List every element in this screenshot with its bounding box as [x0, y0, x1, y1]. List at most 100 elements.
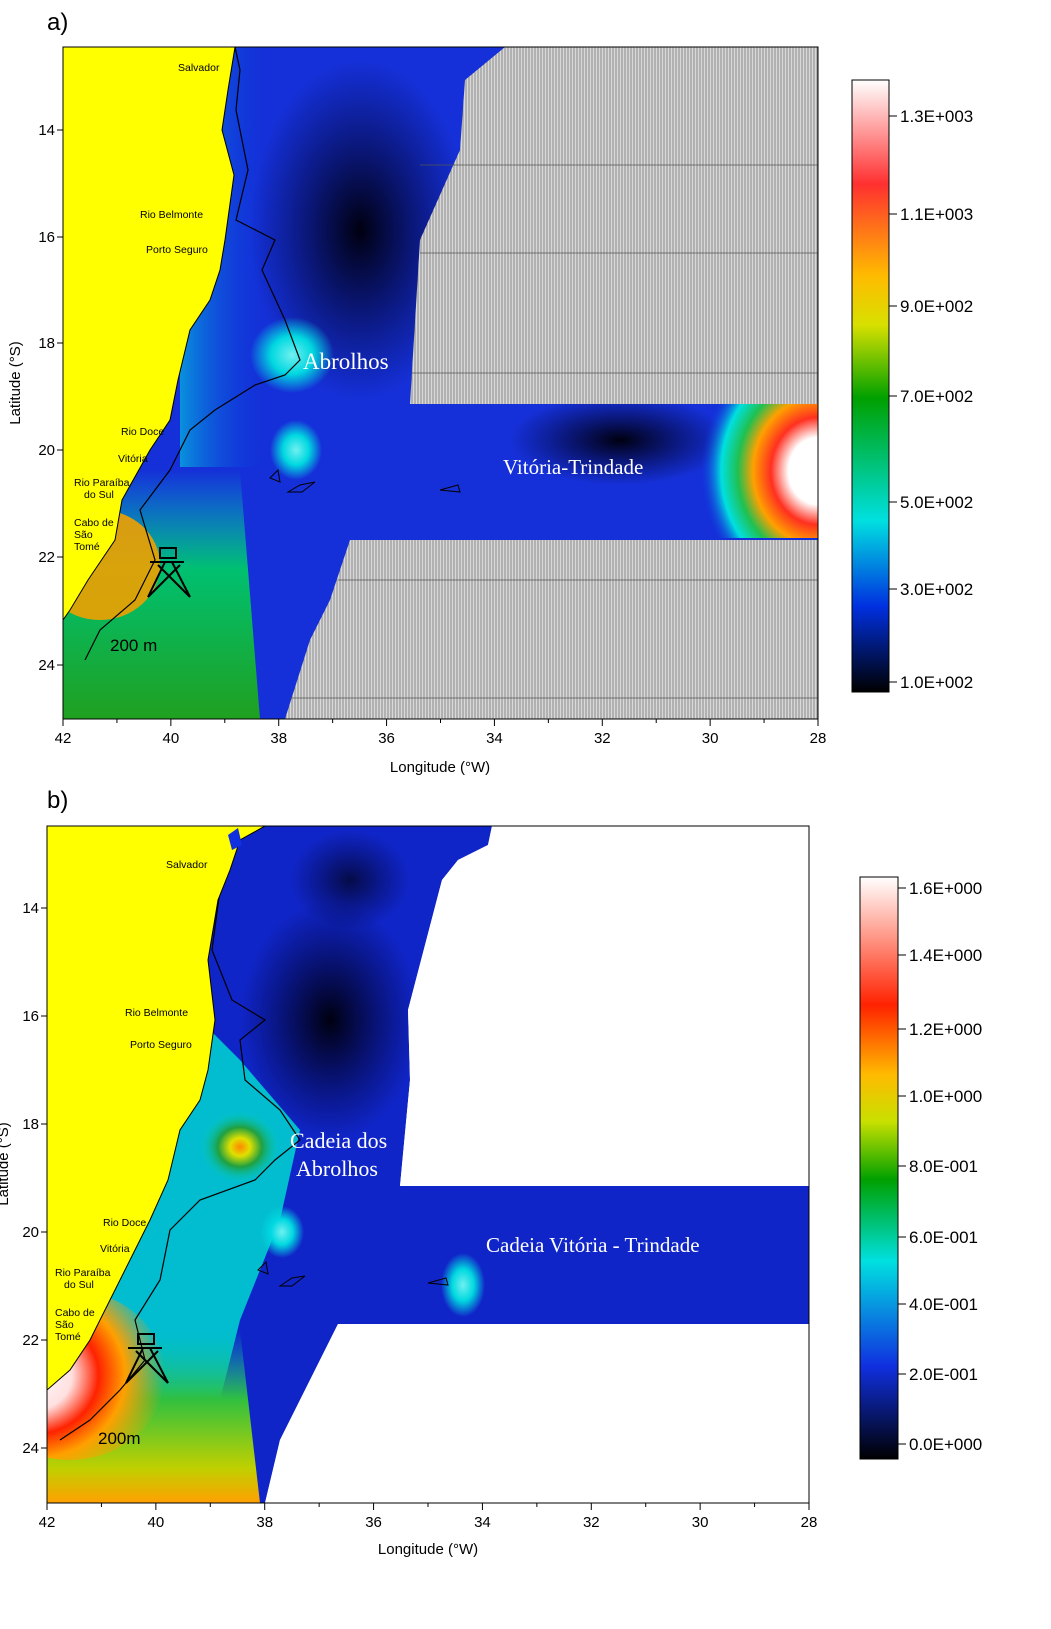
- x-tick-label: 30: [702, 730, 719, 747]
- colorbar-tick-label: 5.0E+002: [900, 493, 973, 512]
- panel-label-b: b): [47, 787, 68, 814]
- y-tick-label: 18: [38, 335, 55, 352]
- abrolhos-spot-b: [200, 1111, 280, 1183]
- colorbar-tick-label: 7.0E+002: [900, 387, 973, 406]
- x-tick-label: 38: [256, 1514, 273, 1531]
- colorbar-tick-label: 1.1E+003: [900, 205, 973, 224]
- y-tick-label: 20: [38, 442, 55, 459]
- place-sao-a: São: [74, 529, 93, 541]
- y-axis-b: 14 16 18 20 22 24: [22, 900, 47, 1457]
- place-cabo-de-b: Cabo de: [55, 1307, 95, 1319]
- place-rio-belmonte-b: Rio Belmonte: [125, 1007, 188, 1019]
- place-do-sul-b: do Sul: [64, 1279, 94, 1291]
- x-tick-label: 40: [148, 1514, 165, 1531]
- feature-abrolhos-b: Abrolhos: [296, 1156, 378, 1181]
- place-rio-paraiba-a: Rio Paraíba: [74, 477, 130, 489]
- colorbar-b: [859, 876, 899, 1460]
- y-tick-label: 16: [22, 1008, 39, 1025]
- spot-b3: [441, 1253, 485, 1317]
- y-tick-label: 14: [22, 900, 39, 917]
- y-axis-label-a: Latitude (°S): [7, 341, 24, 425]
- panel-label-a: a): [47, 9, 68, 36]
- x-tick-label: 34: [486, 730, 503, 747]
- abrolhos-spot-a: [250, 317, 334, 393]
- colorbar-tick-label: 1.0E+002: [900, 673, 973, 692]
- isobath-label-b: 200m: [98, 1429, 141, 1448]
- colorbar-tick-label: 0.0E+000: [909, 1435, 982, 1454]
- x-axis-a: 42 40 38 36 34 32 30 28: [55, 719, 826, 747]
- x-tick-label: 38: [270, 730, 287, 747]
- no-data-south-a: [285, 540, 818, 719]
- map-b: Salvador Rio Belmonte Porto Seguro Rio D…: [47, 826, 809, 1503]
- y-tick-label: 22: [38, 549, 55, 566]
- place-tome-b: Tomé: [55, 1331, 81, 1343]
- x-tick-label: 36: [365, 1514, 382, 1531]
- dark-core-a: [250, 60, 470, 400]
- colorbar-tick-label: 8.0E-001: [909, 1157, 978, 1176]
- no-data-north-a: [410, 47, 818, 404]
- colorbar-tick-label: 4.0E-001: [909, 1295, 978, 1314]
- colorbar-tick-label: 1.4E+000: [909, 946, 982, 965]
- colorbar-tick-label: 2.0E-001: [909, 1365, 978, 1384]
- place-rio-doce-a: Rio Doce: [121, 426, 164, 438]
- land-b: [47, 826, 267, 1391]
- colorbar-a: [851, 79, 890, 693]
- no-data-north-b: [400, 826, 809, 1186]
- spot-b2: [260, 1206, 304, 1258]
- feature-vitoria-trindade-b: Cadeia Vitória - Trindade: [486, 1233, 700, 1257]
- platform-icon-b: [125, 1333, 169, 1384]
- feature-abrolhos-a: Abrolhos: [303, 349, 389, 374]
- x-axis-label-b: Longitude (°W): [378, 1541, 478, 1558]
- place-salvador-b: Salvador: [166, 859, 208, 871]
- y-tick-label: 18: [22, 1116, 39, 1133]
- y-axis-a: 14 16 18 20 22 24: [38, 122, 63, 674]
- colorbar-tick-label: 3.0E+002: [900, 580, 973, 599]
- isobath-label-a: 200 m: [110, 636, 157, 655]
- place-rio-belmonte-a: Rio Belmonte: [140, 209, 203, 221]
- x-tick-label: 42: [39, 1514, 56, 1531]
- x-tick-label: 30: [692, 1514, 709, 1531]
- x-axis-b: 42 40 38 36 34 32 30 28: [39, 1503, 818, 1531]
- y-tick-label: 24: [38, 657, 55, 674]
- x-tick-label: 32: [594, 730, 611, 747]
- isobath-b: [59, 826, 301, 1441]
- colorbar-tick-label: 1.3E+003: [900, 107, 973, 126]
- colorbar-ticks-b: 1.6E+000 1.4E+000 1.2E+000 1.0E+000 8.0E-001…: [898, 879, 982, 1454]
- place-rio-paraiba-b: Rio Paraíba: [55, 1267, 111, 1279]
- y-tick-label: 14: [38, 122, 55, 139]
- spot-a2: [270, 420, 322, 480]
- y-tick-label: 16: [38, 229, 55, 246]
- no-data-south-b: [265, 1324, 809, 1503]
- place-rio-doce-b: Rio Doce: [103, 1217, 146, 1229]
- place-vitoria-a: Vitória: [118, 453, 148, 465]
- place-vitoria-b: Vitória: [100, 1243, 130, 1255]
- platform-icon-a: [147, 547, 191, 598]
- place-salvador-a: Salvador: [178, 62, 220, 74]
- x-tick-label: 40: [163, 730, 180, 747]
- colorbar-ticks-a: 1.3E+003 1.1E+003 9.0E+002 7.0E+002 5.0E+002…: [889, 107, 973, 692]
- map-a: Salvador Rio Belmonte Porto Seguro Rio D…: [63, 47, 818, 719]
- dark-core-b: [240, 900, 420, 1140]
- colorbar-tick-label: 1.2E+000: [909, 1020, 982, 1039]
- dark-core-b2: [290, 830, 410, 930]
- land-a: [63, 47, 236, 621]
- colorbar-tick-label: 1.0E+000: [909, 1087, 982, 1106]
- place-porto-seguro-a: Porto Seguro: [146, 244, 208, 256]
- colorbar-tick-label: 1.6E+000: [909, 879, 982, 898]
- x-tick-label: 32: [583, 1514, 600, 1531]
- colorbar-tick-label: 6.0E-001: [909, 1228, 978, 1247]
- x-tick-label: 28: [801, 1514, 818, 1531]
- x-tick-label: 36: [378, 730, 395, 747]
- feature-cadeia-dos-b: Cadeia dos: [290, 1128, 387, 1153]
- place-tome-a: Tomé: [74, 541, 100, 553]
- isobath-a: [84, 47, 301, 661]
- y-axis-label-b: Latitude (°S): [0, 1122, 12, 1206]
- feature-vitoria-trindade-a: Vitória-Trindade: [503, 455, 643, 479]
- place-porto-seguro-b: Porto Seguro: [130, 1039, 192, 1051]
- x-axis-label-a: Longitude (°W): [390, 759, 490, 776]
- east-hot-a: [700, 404, 818, 538]
- x-tick-label: 34: [474, 1514, 491, 1531]
- y-tick-label: 24: [22, 1440, 39, 1457]
- colorbar-tick-label: 9.0E+002: [900, 297, 973, 316]
